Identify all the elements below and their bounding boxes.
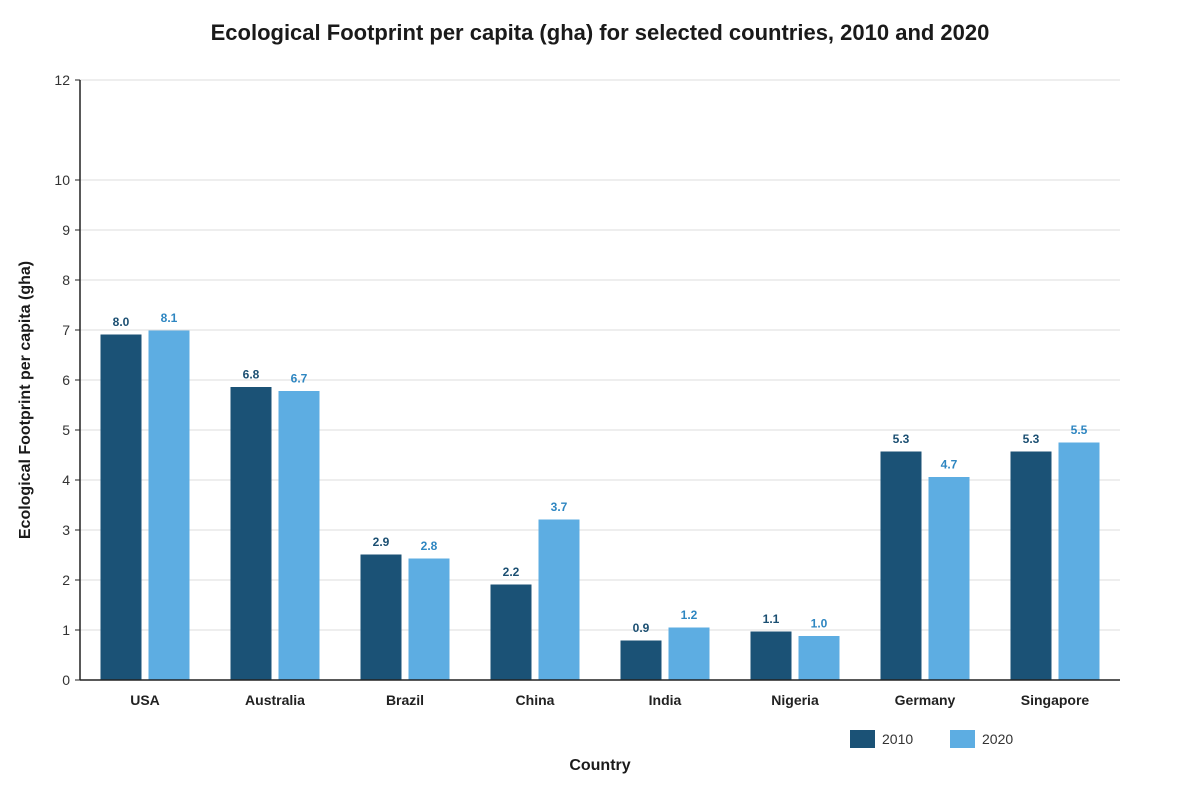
data-labels: 8.0 8.1 6.8 6.7 2.9 2.8 2.2 3.7 0.9 1.2 1.1 1.0 5.3 4… bbox=[113, 311, 1088, 635]
x-tick-label: China bbox=[516, 692, 555, 708]
y-tick-label: 6 bbox=[62, 372, 70, 388]
y-axis-label: Ecological Footprint per capita (gha) bbox=[17, 261, 34, 539]
y-tick-label: 4 bbox=[62, 472, 70, 488]
data-label: 6.7 bbox=[291, 372, 308, 386]
data-label: 2.9 bbox=[373, 535, 390, 549]
bar-2020-australia bbox=[278, 391, 320, 681]
data-label: 5.3 bbox=[1023, 432, 1040, 446]
x-tick-label: Nigeria bbox=[771, 692, 819, 708]
legend-label-2020: 2020 bbox=[982, 731, 1013, 747]
x-tick-label: Germany bbox=[895, 692, 956, 708]
bar-2020-brazil bbox=[408, 558, 450, 681]
x-tick-label: USA bbox=[130, 692, 160, 708]
y-tick-label: 2 bbox=[62, 572, 70, 588]
x-tick-label: Brazil bbox=[386, 692, 424, 708]
bar-2020-germany bbox=[928, 477, 970, 681]
data-label: 0.9 bbox=[633, 621, 650, 635]
data-label: 1.2 bbox=[681, 608, 698, 622]
y-tick-label: 5 bbox=[62, 422, 70, 438]
bar-2010-china bbox=[490, 584, 532, 681]
bars bbox=[100, 330, 1100, 681]
y-tick-label: 12 bbox=[54, 72, 70, 88]
data-label: 1.1 bbox=[763, 612, 780, 626]
data-label: 3.7 bbox=[551, 500, 568, 514]
y-tick-label: 7 bbox=[62, 322, 70, 338]
x-tick-label: India bbox=[649, 692, 682, 708]
bar-2010-usa bbox=[100, 334, 142, 681]
bar-2020-singapore bbox=[1058, 442, 1100, 681]
legend-swatch-2020 bbox=[950, 730, 975, 748]
bar-2010-germany bbox=[880, 451, 922, 681]
x-tick-label: Australia bbox=[245, 692, 305, 708]
data-label: 2.2 bbox=[503, 565, 520, 579]
y-tick-label: 3 bbox=[62, 522, 70, 538]
x-tick-label: Singapore bbox=[1021, 692, 1090, 708]
bar-2020-usa bbox=[148, 330, 190, 681]
bar-2020-india bbox=[668, 627, 710, 681]
bar-2020-nigeria bbox=[798, 636, 840, 681]
data-label: 8.0 bbox=[113, 315, 130, 329]
y-tick-label: 10 bbox=[54, 172, 70, 188]
bar-2010-india bbox=[620, 640, 662, 681]
legend: 2010 2020 bbox=[850, 730, 1013, 748]
legend-label-2010: 2010 bbox=[882, 731, 913, 747]
y-tick-label: 9 bbox=[62, 222, 70, 238]
y-tick-label: 0 bbox=[62, 672, 70, 688]
data-label: 4.7 bbox=[941, 458, 958, 472]
bar-2010-australia bbox=[230, 387, 272, 681]
data-label: 5.3 bbox=[893, 432, 910, 446]
chart-title: Ecological Footprint per capita (gha) fo… bbox=[211, 20, 990, 45]
data-label: 1.0 bbox=[811, 617, 828, 631]
bar-2010-singapore bbox=[1010, 451, 1052, 681]
bar-2010-brazil bbox=[360, 554, 402, 681]
data-label: 8.1 bbox=[161, 311, 178, 325]
bar-2020-china bbox=[538, 519, 580, 681]
y-tick-label: 8 bbox=[62, 272, 70, 288]
y-tick-label: 1 bbox=[62, 622, 70, 638]
x-axis-label: Country bbox=[569, 757, 630, 774]
data-label: 2.8 bbox=[421, 539, 438, 553]
data-label: 5.5 bbox=[1071, 423, 1088, 437]
data-label: 6.8 bbox=[243, 368, 260, 382]
bar-2010-nigeria bbox=[750, 631, 792, 681]
legend-swatch-2010 bbox=[850, 730, 875, 748]
